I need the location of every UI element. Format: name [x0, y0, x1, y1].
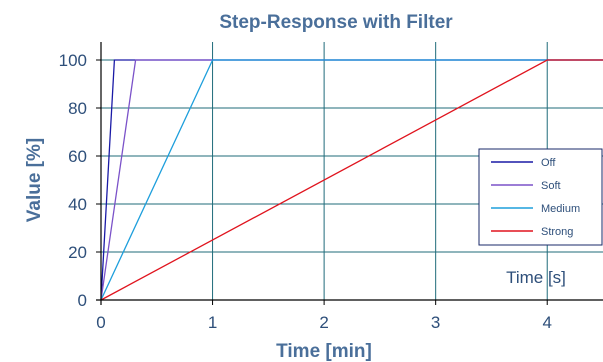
- legend-label-soft: Soft: [541, 180, 561, 192]
- x-tick-label: 3: [431, 313, 440, 332]
- y-axis-title: Value [%]: [24, 138, 45, 222]
- x-axis-title: Time [min]: [276, 341, 372, 362]
- legend: Off Soft Medium Strong: [478, 148, 603, 246]
- y-tick-label: 80: [68, 99, 87, 118]
- y-tick-label: 0: [78, 291, 87, 310]
- tick-labels: 0 20 40 60 80 100 0 1 2 3 4: [59, 51, 552, 332]
- y-tick-label: 100: [59, 51, 87, 70]
- legend-box: [478, 148, 603, 246]
- y-tick-label: 40: [68, 195, 87, 214]
- legend-label-medium: Medium: [541, 203, 580, 215]
- chart-title: Step-Response with Filter: [219, 12, 453, 33]
- x-tick-label: 2: [319, 313, 328, 332]
- x-tick-label: 0: [96, 313, 105, 332]
- legend-label-off: Off: [541, 157, 556, 169]
- series-line-medium: [100, 59, 603, 301]
- y-tick-label: 20: [68, 243, 87, 262]
- axes: [96, 42, 603, 305]
- y-tick-label: 60: [68, 147, 87, 166]
- series-line-strong: [100, 59, 603, 301]
- x-tick-label: 1: [208, 313, 217, 332]
- series-lines: [100, 59, 603, 301]
- secondary-x-axis-label: Time [s]: [506, 268, 566, 287]
- legend-label-strong: Strong: [541, 226, 573, 238]
- x-tick-label: 4: [542, 313, 551, 332]
